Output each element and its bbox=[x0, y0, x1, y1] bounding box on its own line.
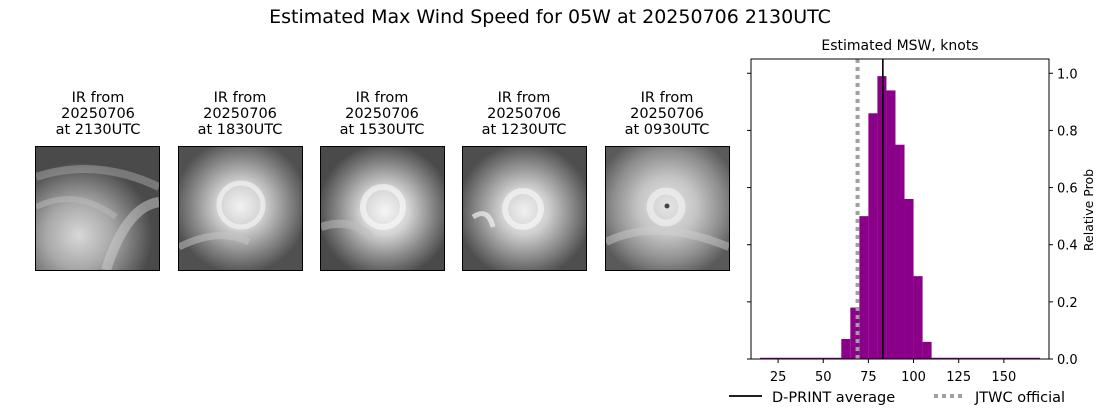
ir-image-1830utc bbox=[178, 146, 303, 271]
ir-image-2130utc bbox=[35, 146, 160, 271]
y-tick-label: 1.0 bbox=[1057, 67, 1078, 82]
x-tick-label: 25 bbox=[770, 370, 787, 385]
x-tick-label: 50 bbox=[815, 370, 832, 385]
histogram-bar-0 bbox=[841, 339, 851, 359]
x-tick-label: 75 bbox=[860, 370, 877, 385]
histogram-bar-5 bbox=[886, 90, 896, 359]
histogram-bar-8 bbox=[913, 276, 923, 359]
y-axis-label: Relative Prob bbox=[1081, 169, 1096, 251]
ir-label-line1: IR from bbox=[355, 90, 409, 106]
ir-label-date: 20250706 bbox=[630, 106, 704, 122]
ir-panel-label-4: IR from 20250706 at 1230UTC bbox=[444, 90, 604, 138]
histogram-bar-1 bbox=[850, 307, 860, 359]
y-tick-label: 0.0 bbox=[1057, 353, 1078, 368]
chart-title: Estimated MSW, knots bbox=[821, 38, 978, 54]
ir-label-date: 20250706 bbox=[345, 106, 419, 122]
ir-panel-label-1: IR from 20250706 at 2130UTC bbox=[18, 90, 178, 138]
ir-image-1530utc bbox=[320, 146, 445, 271]
y-tick-label: 0.6 bbox=[1057, 182, 1078, 197]
ir-label-date: 20250706 bbox=[203, 106, 277, 122]
x-tick-label: 100 bbox=[901, 370, 926, 385]
ir-label-line1: IR from bbox=[213, 90, 267, 106]
plot-frame bbox=[750, 58, 1050, 360]
ir-label-line1: IR from bbox=[71, 90, 125, 106]
x-tick-label: 150 bbox=[991, 370, 1016, 385]
y-tick-label: 0.4 bbox=[1057, 239, 1078, 254]
ir-image-1230utc bbox=[462, 146, 587, 271]
y-tick-label: 0.2 bbox=[1057, 296, 1078, 311]
legend-dprint-label: D-PRINT average bbox=[772, 390, 895, 406]
ir-label-date: 20250706 bbox=[487, 106, 561, 122]
ir-label-time: at 1530UTC bbox=[339, 122, 425, 138]
ir-label-time: at 0930UTC bbox=[624, 122, 710, 138]
y-tick-label: 0.8 bbox=[1057, 124, 1078, 139]
histogram-bar-4 bbox=[877, 76, 887, 360]
ir-panel-label-3: IR from 20250706 at 1530UTC bbox=[302, 90, 462, 138]
ir-label-time: at 1230UTC bbox=[481, 122, 567, 138]
histogram-bar-2 bbox=[859, 216, 869, 359]
ir-label-line1: IR from bbox=[497, 90, 551, 106]
figure-title: Estimated Max Wind Speed for 05W at 2025… bbox=[269, 6, 831, 28]
histogram-bar-7 bbox=[904, 199, 914, 359]
legend: D-PRINT average JTWC official bbox=[729, 390, 1065, 406]
histogram-bar-3 bbox=[868, 113, 878, 360]
ir-panel-label-2: IR from 20250706 at 1830UTC bbox=[160, 90, 320, 138]
histogram-bar-9 bbox=[922, 341, 932, 359]
legend-jtwc-label: JTWC official bbox=[974, 390, 1065, 406]
histogram-bar-6 bbox=[895, 144, 905, 359]
ir-label-time: at 2130UTC bbox=[55, 122, 141, 138]
ir-panel-label-5: IR from 20250706 at 0930UTC bbox=[587, 90, 747, 138]
ir-label-line1: IR from bbox=[640, 90, 694, 106]
ir-label-date: 20250706 bbox=[61, 106, 135, 122]
x-tick-label: 125 bbox=[946, 370, 971, 385]
ir-label-time: at 1830UTC bbox=[197, 122, 283, 138]
ir-image-0930utc bbox=[605, 146, 730, 271]
